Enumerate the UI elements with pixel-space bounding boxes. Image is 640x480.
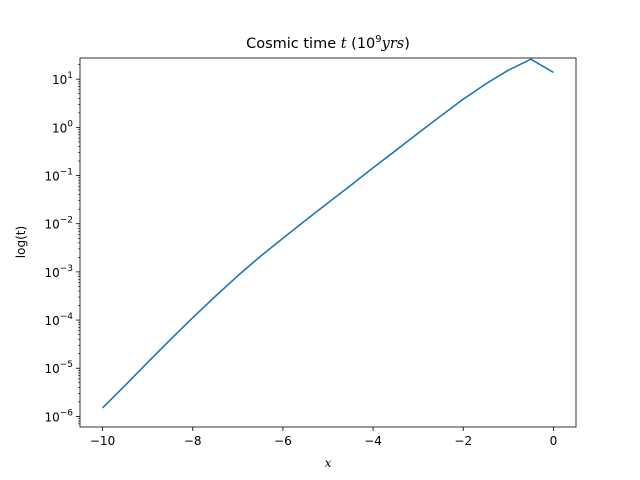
x-tick-label: −6 [274, 434, 292, 448]
y-tick-label: 10−1 [44, 168, 73, 184]
y-axis-label: log(t) [14, 226, 28, 258]
x-tick-label: −10 [90, 434, 115, 448]
y-tick-label: 10−4 [44, 312, 73, 328]
y-tick-label: 101 [52, 71, 73, 87]
series-line-0 [101, 58, 554, 409]
x-axis-label: x [325, 456, 332, 470]
x-tick-label: −2 [454, 434, 472, 448]
x-tick-label: −8 [184, 434, 202, 448]
plot-marks [101, 58, 554, 409]
y-tick-label: 10−6 [44, 408, 73, 424]
x-tick-label: 0 [550, 434, 558, 448]
y-axis-ticks: 10−6 10−5 10−4 10−3 10−2 10−1 100 101 [44, 64, 80, 424]
y-tick-label: 100 [52, 119, 73, 135]
y-tick-label: 10−5 [44, 360, 73, 376]
x-tick-label: −4 [364, 434, 382, 448]
plot-frame [79, 57, 577, 428]
chart-title: Cosmic time t (109yrs) [246, 34, 410, 52]
y-tick-label: 10−2 [44, 216, 73, 232]
x-axis-ticks: −10 −8 −6 −4 −2 0 [90, 427, 557, 448]
y-tick-label: 10−3 [44, 264, 73, 280]
